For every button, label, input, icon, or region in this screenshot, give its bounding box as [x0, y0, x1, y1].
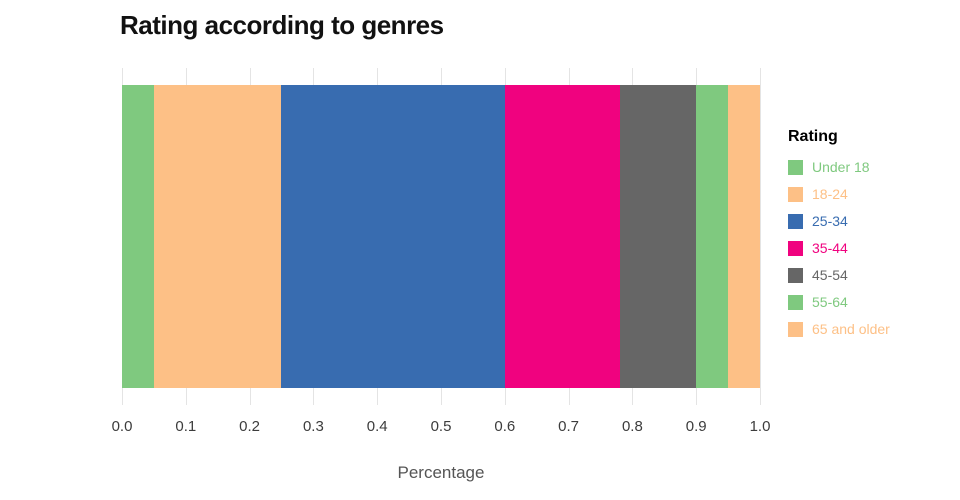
bar-segment-25-34: [281, 85, 505, 388]
legend-items: Under 18 18-24 25-34 35-44 45-54 55-64 65 and …: [788, 159, 953, 337]
bar-segment-35-44: [504, 85, 620, 388]
legend-label: Under 18: [812, 159, 870, 175]
x-tick-label: 0.3: [302, 418, 324, 435]
x-tick-label: 0.7: [558, 418, 580, 435]
plot-area: [122, 68, 761, 405]
x-tick-label: 0.0: [111, 418, 133, 435]
bar-segment-under-18: [122, 85, 154, 388]
legend-swatch: [788, 186, 803, 202]
legend-item: 35-44: [788, 240, 953, 256]
legend-swatch: [788, 321, 803, 337]
legend-item: Under 18: [788, 159, 953, 175]
legend-swatch: [788, 240, 803, 256]
bar-segment-65-and-older: [728, 85, 760, 388]
x-axis-ticks: 0.0 0.1 0.2 0.3 0.4 0.5 0.6 0.7 0.8 0.9 1.0: [112, 418, 771, 440]
x-tick-label: 0.8: [621, 418, 643, 435]
x-tick-label: 0.5: [430, 418, 452, 435]
legend-title: Rating: [788, 128, 838, 145]
legend-item: 25-34: [788, 213, 953, 229]
bar-segment-18-24: [153, 85, 282, 388]
legend-label: 18-24: [812, 186, 848, 202]
legend-swatch: [788, 159, 803, 175]
x-tick-label: 0.2: [239, 418, 261, 435]
legend-label: 35-44: [812, 240, 848, 256]
legend-swatch: [788, 267, 803, 283]
x-tick-label: 1.0: [749, 418, 771, 435]
x-tick-label: 0.9: [685, 418, 707, 435]
legend-label: 45-54: [812, 267, 848, 283]
legend-item: 18-24: [788, 186, 953, 202]
legend: Rating Under 18 18-24 25-34 35-44 45-54 55-64…: [788, 128, 953, 348]
legend-label: 55-64: [812, 294, 848, 310]
legend-label: 65 and older: [812, 321, 890, 337]
x-tick-label: 0.1: [175, 418, 197, 435]
legend-item: 55-64: [788, 294, 953, 310]
legend-item: 65 and older: [788, 321, 953, 337]
legend-item: 45-54: [788, 267, 953, 283]
legend-label: 25-34: [812, 213, 848, 229]
legend-swatch: [788, 294, 803, 310]
bar-segment-45-54: [619, 85, 697, 388]
legend-swatch: [788, 213, 803, 229]
chart-title: Rating according to genres: [120, 10, 444, 40]
x-tick-label: 0.4: [366, 418, 388, 435]
bar-segment-55-64: [696, 85, 729, 388]
gridline: [760, 68, 761, 405]
x-tick-label: 0.6: [494, 418, 516, 435]
x-axis-label: Percentage: [397, 463, 485, 482]
stacked-bar: [122, 85, 760, 388]
